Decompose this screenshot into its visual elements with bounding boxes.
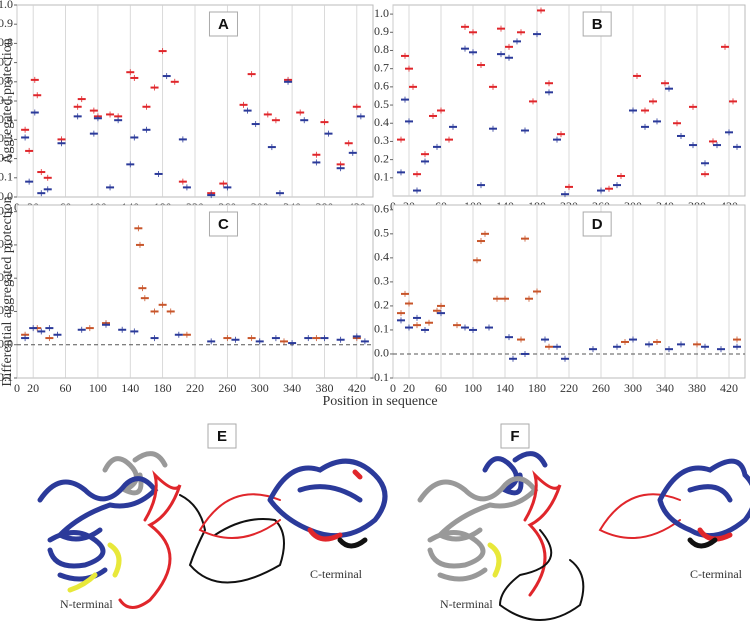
y-tick-label: 1.0 xyxy=(0,0,13,11)
y-tick-label: 0.8 xyxy=(0,35,13,49)
y-tick-label: 0.1 xyxy=(374,322,389,336)
x-tick-label: 60 xyxy=(60,381,72,395)
x-tick-label: 180 xyxy=(528,381,546,395)
x-tick-label: 20 xyxy=(403,381,415,395)
x-tick-label: 340 xyxy=(656,381,674,395)
c-terminal-label: C-terminal xyxy=(310,567,363,581)
x-tick-label: 380 xyxy=(315,381,333,395)
x-tick-label: 100 xyxy=(89,381,107,395)
panel: 020601001401802202603003403804200.00.10.… xyxy=(0,0,374,214)
x-tick-label: 220 xyxy=(186,381,204,395)
panel-label: E xyxy=(217,428,227,445)
x-tick-label: 420 xyxy=(348,381,366,395)
y-tick-label: 0.0 xyxy=(0,189,13,203)
y-tick-label: 0.3 xyxy=(0,131,13,145)
panel-label: A xyxy=(218,16,229,33)
y-tick-label: 0.5 xyxy=(374,226,389,240)
y-tick-label: -0.1 xyxy=(370,370,389,384)
x-tick-label: 0 xyxy=(390,381,396,395)
y-tick-label: 0.4 xyxy=(374,250,389,264)
panel-label: B xyxy=(592,16,603,33)
c-terminal-label: C-terminal xyxy=(690,567,743,581)
y-tick-label: 0.6 xyxy=(0,74,13,88)
y-tick-label: -0.1 xyxy=(0,370,13,384)
y-tick-label: 0.3 xyxy=(0,237,13,251)
y-tick-label: 0.7 xyxy=(0,54,13,68)
y-tick-label: 0.1 xyxy=(0,170,13,184)
y-axis-label: Aggregated protection xyxy=(0,38,15,164)
y-tick-label: 0.2 xyxy=(0,270,13,284)
protein-f xyxy=(417,451,750,621)
x-tick-label: 140 xyxy=(496,381,514,395)
protein-e xyxy=(37,451,388,609)
y-tick-label: 0.1 xyxy=(0,303,13,317)
panel: 0 20 60 100 140 180 220 260 300 340 380 420 -0.1 0.0 0… xyxy=(370,202,746,395)
y-tick-label: 0.4 xyxy=(0,112,13,126)
x-tick-label: 140 xyxy=(121,381,139,395)
x-tick-label: 0 xyxy=(14,381,20,395)
x-tick-label: 180 xyxy=(154,381,172,395)
n-terminal-label: N-terminal xyxy=(60,597,113,611)
x-tick-label: 260 xyxy=(218,381,236,395)
y-tick-label: 0.7 xyxy=(374,60,389,74)
panel-label: F xyxy=(510,428,519,445)
y-tick-label: 0.8 xyxy=(374,42,389,56)
y-tick-label: 0.9 xyxy=(374,24,389,38)
panel-box xyxy=(207,423,237,449)
n-terminal-label: N-terminal xyxy=(440,597,493,611)
y-tick-label: 0.5 xyxy=(0,93,13,107)
panel-box xyxy=(208,11,238,37)
x-tick-label: 380 xyxy=(688,381,706,395)
y-tick-label: 0.2 xyxy=(374,298,389,312)
x-tick-label: 220 xyxy=(560,381,578,395)
y-tick-label: 0.0 xyxy=(0,336,13,350)
panel-box xyxy=(500,423,530,449)
y-tick-label: 0.6 xyxy=(374,79,389,93)
y-tick-label: 0.1 xyxy=(374,170,389,184)
y-tick-label: 0.2 xyxy=(0,150,13,164)
panel-box xyxy=(582,11,612,37)
x-tick-label: 60 xyxy=(435,381,447,395)
y-tick-label: 0.9 xyxy=(0,16,13,30)
y-tick-label: 0.3 xyxy=(374,133,389,147)
x-axis-label: Position in sequence xyxy=(322,394,437,409)
x-tick-label: 420 xyxy=(720,381,738,395)
x-tick-label: 260 xyxy=(592,381,610,395)
panel: 0 20 60 100 140 180 220 260 300 340 380 420 -0.1 0.0 0… xyxy=(0,196,438,409)
panel-label: D xyxy=(592,216,603,233)
y-tick-label: 0.4 xyxy=(374,115,389,129)
panel: 020601001401802202603003403804200.10.20.… xyxy=(374,4,746,213)
x-tick-label: 20 xyxy=(27,381,39,395)
panel-label: C xyxy=(218,216,229,233)
x-tick-label: 300 xyxy=(624,381,642,395)
y-axis-label: Differential aggregated protection xyxy=(0,196,15,386)
y-tick-label: 0.0 xyxy=(374,346,389,360)
x-tick-label: 340 xyxy=(283,381,301,395)
y-tick-label: 0.4 xyxy=(0,203,13,217)
y-tick-label: 0.5 xyxy=(374,97,389,111)
y-tick-label: 0.3 xyxy=(374,274,389,288)
y-tick-label: 0.2 xyxy=(374,151,389,165)
panel-box xyxy=(582,211,612,237)
x-tick-label: 100 xyxy=(464,381,482,395)
x-tick-label: 300 xyxy=(251,381,269,395)
panel-box xyxy=(208,211,238,237)
y-tick-label: 0.6 xyxy=(374,202,389,216)
structures: E F N-terminal C-terminal N-terminal xyxy=(37,423,750,621)
y-tick-label: 1.0 xyxy=(374,6,389,20)
